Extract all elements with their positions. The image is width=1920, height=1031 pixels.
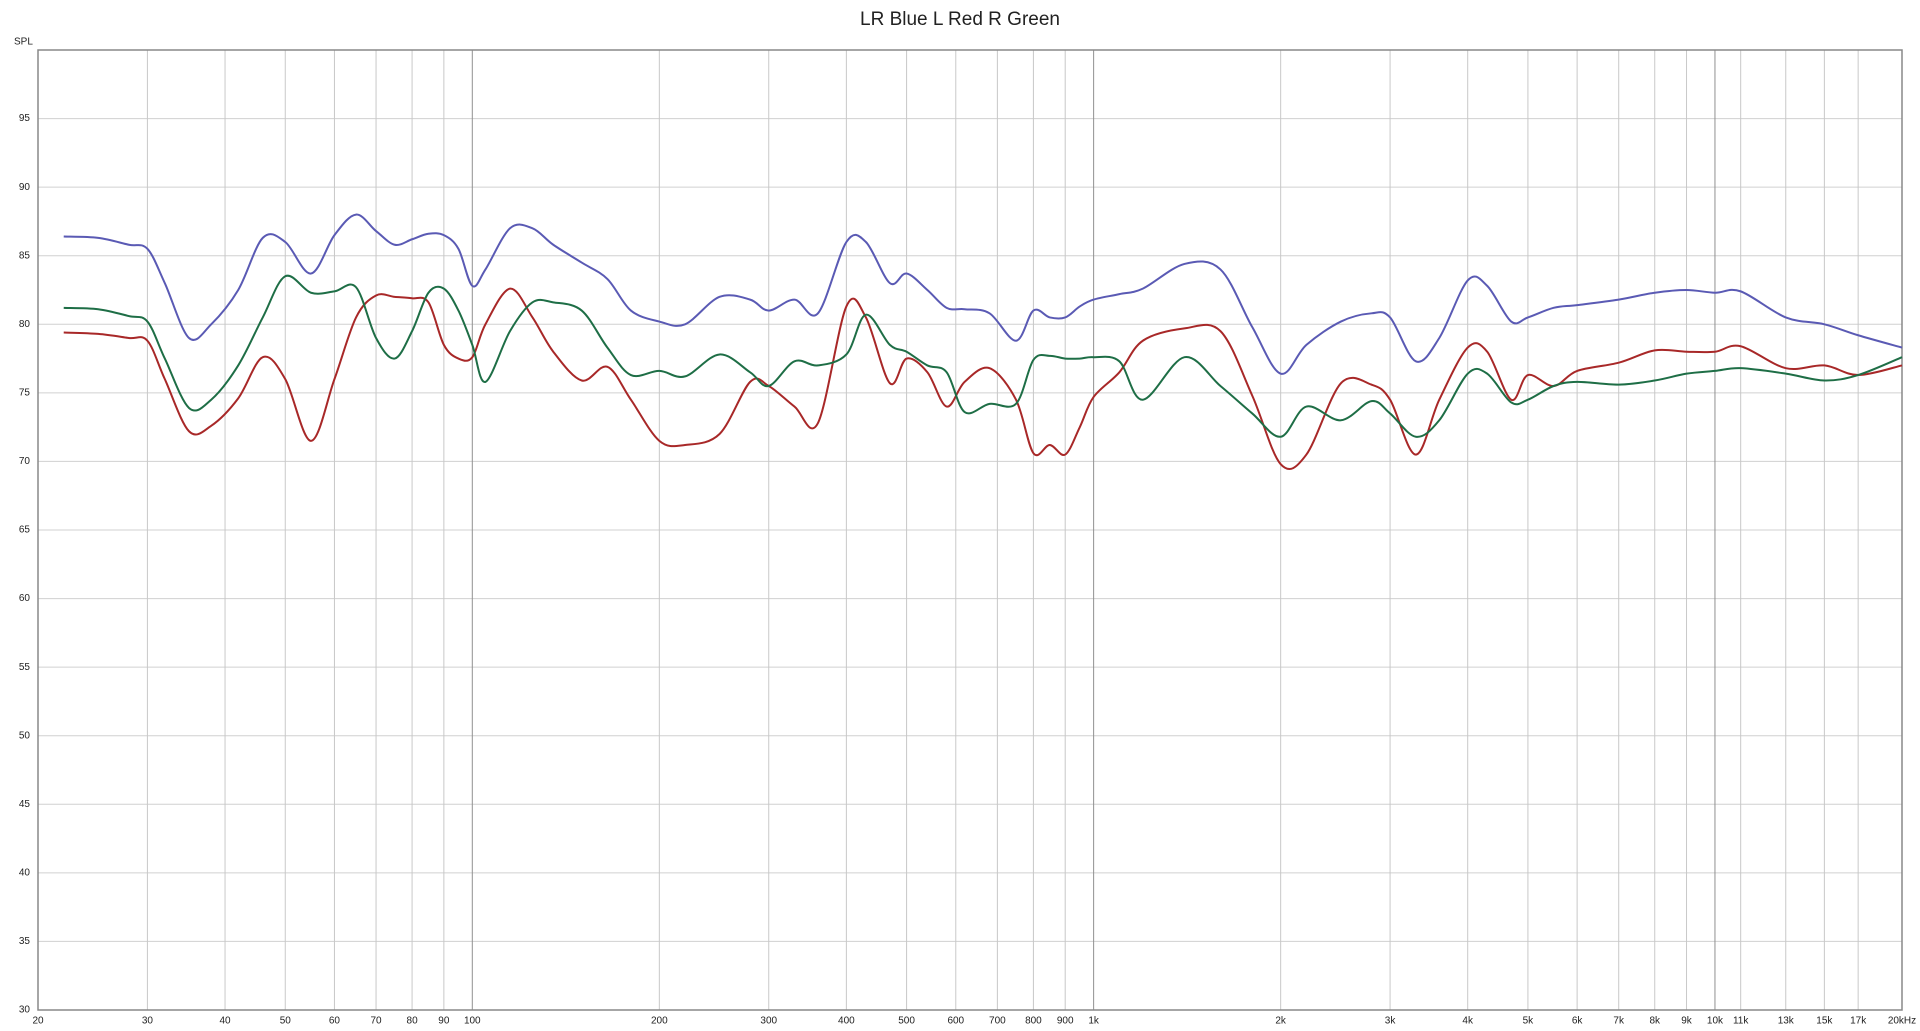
- y-tick-label: 85: [19, 250, 31, 261]
- x-tick-label: 80: [407, 1016, 419, 1027]
- x-tick-label: 8k: [1649, 1016, 1661, 1027]
- x-tick-label: 15k: [1816, 1016, 1833, 1027]
- y-tick-label: 70: [19, 456, 31, 467]
- x-tick-label: 3k: [1385, 1016, 1397, 1027]
- x-tick-label: 2k: [1275, 1016, 1287, 1027]
- x-tick-label: 900: [1057, 1016, 1074, 1027]
- x-tick-label: 13k: [1778, 1016, 1795, 1027]
- series-line: [63, 287, 1903, 471]
- y-tick-label: 45: [19, 799, 31, 810]
- x-tick-label: 30: [142, 1016, 154, 1027]
- x-tick-label: 7k: [1613, 1016, 1625, 1027]
- y-tick-label: 90: [19, 182, 31, 193]
- x-tick-label: 90: [438, 1016, 450, 1027]
- series-line: [63, 274, 1903, 438]
- x-tick-label: 50: [280, 1016, 292, 1027]
- y-tick-label: 40: [19, 867, 31, 878]
- x-tick-label: 500: [898, 1016, 915, 1027]
- x-tick-label: 700: [989, 1016, 1006, 1027]
- x-tick-label: 20: [32, 1016, 44, 1027]
- y-axis-label: SPL: [14, 37, 33, 48]
- x-tick-label: 5k: [1523, 1016, 1535, 1027]
- y-tick-label: 60: [19, 593, 31, 604]
- y-tick-label: 75: [19, 387, 31, 398]
- y-tick-label: 55: [19, 662, 31, 673]
- y-tick-label: 35: [19, 936, 31, 947]
- x-tick-label: 11k: [1733, 1016, 1749, 1027]
- x-tick-label: 100: [464, 1016, 481, 1027]
- x-tick-label: 200: [651, 1016, 668, 1027]
- y-tick-label: 95: [19, 113, 31, 124]
- x-tick-label: 800: [1025, 1016, 1042, 1027]
- x-tick-label: 4k: [1462, 1016, 1474, 1027]
- x-tick-label: 300: [760, 1016, 777, 1027]
- x-tick-label: 6k: [1572, 1016, 1584, 1027]
- x-tick-label: 70: [370, 1016, 382, 1027]
- x-tick-label: 60: [329, 1016, 341, 1027]
- x-tick-label: 600: [947, 1016, 964, 1027]
- series-line: [63, 213, 1903, 375]
- y-tick-label: 30: [19, 1005, 31, 1016]
- x-tick-label: 20kHz: [1888, 1016, 1916, 1027]
- x-tick-label: 40: [219, 1016, 231, 1027]
- x-tick-label: 400: [838, 1016, 855, 1027]
- x-tick-label: 17k: [1850, 1016, 1867, 1027]
- plot-frame: [37, 49, 1903, 1011]
- y-tick-label: 80: [19, 319, 31, 330]
- x-tick-label: 1k: [1088, 1016, 1100, 1027]
- y-tick-label: 50: [19, 730, 31, 741]
- x-tick-label: 9k: [1681, 1016, 1693, 1027]
- y-tick-label: 65: [19, 525, 31, 536]
- x-tick-label: 10k: [1707, 1016, 1724, 1027]
- chart-title: LR Blue L Red R Green: [860, 9, 1060, 30]
